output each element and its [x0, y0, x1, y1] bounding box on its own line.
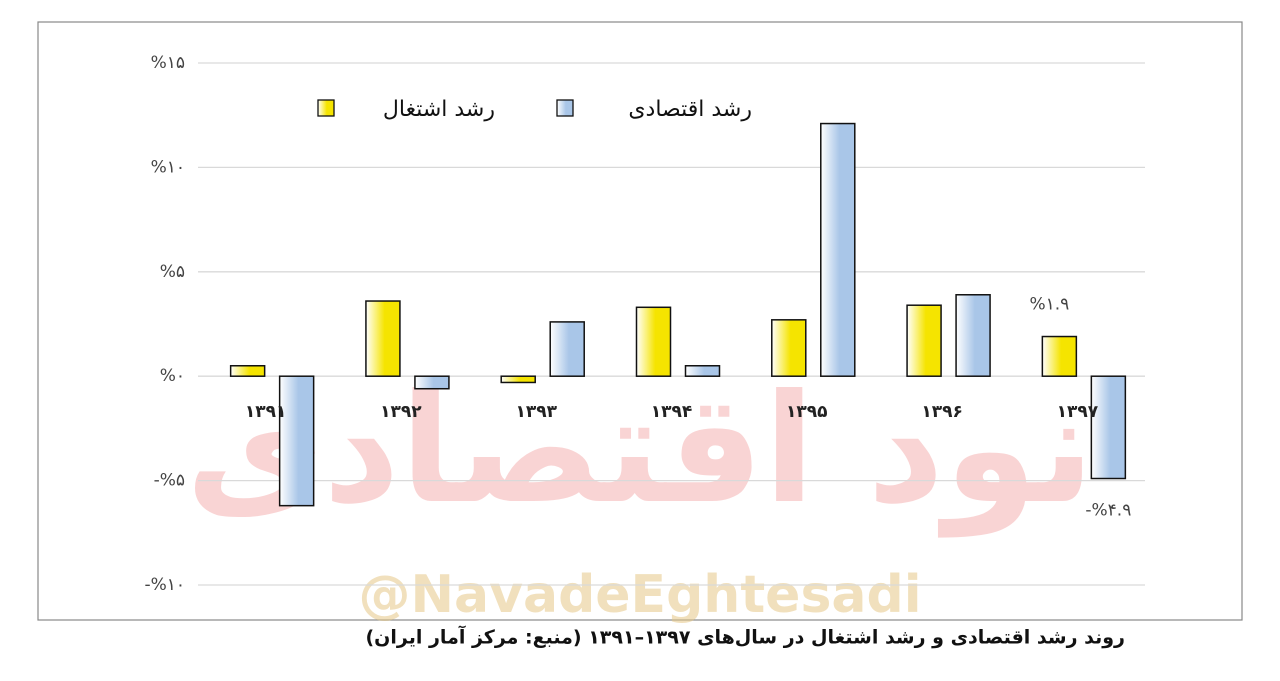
legend-label: رشد اقتصادی — [628, 97, 752, 122]
y-tick-label: %۰ — [160, 366, 185, 386]
y-tick-label: %۱۰ — [151, 157, 185, 177]
legend-swatch — [317, 99, 335, 117]
bar — [229, 365, 266, 377]
x-tick-label: ۱۳۹۶ — [921, 402, 963, 422]
bar — [278, 375, 315, 507]
bar — [771, 319, 807, 377]
bar — [635, 306, 672, 377]
x-tick-label: ۱۳۹۲ — [380, 402, 422, 422]
bar — [365, 300, 401, 377]
x-tick-label: ۱۳۹۷ — [1057, 402, 1099, 422]
value-label: -%۴.۹ — [1085, 501, 1131, 521]
handle-watermark: @NavadeEghtesadi — [358, 565, 921, 625]
y-tick-label: -%۱۰ — [144, 575, 185, 595]
y-tick-label: %۱۵ — [151, 53, 185, 73]
x-tick-label: ۱۳۹۳ — [515, 402, 557, 422]
y-tick-label: %۵ — [160, 262, 185, 282]
value-label: %۱.۹ — [1029, 295, 1069, 315]
x-tick-label: ۱۳۹۱ — [245, 402, 287, 422]
bar — [549, 321, 585, 377]
bar — [684, 365, 721, 377]
y-tick-label: -%۵ — [154, 471, 185, 491]
logo-watermark: نود اقتصادی — [185, 363, 1094, 538]
bar — [906, 304, 942, 377]
x-tick-label: ۱۳۹۵ — [786, 402, 828, 422]
legend-swatch — [556, 99, 574, 117]
bar — [1090, 375, 1127, 480]
bar — [500, 375, 536, 384]
bar — [414, 375, 450, 390]
bar — [1041, 335, 1078, 377]
bar — [820, 122, 856, 377]
bar — [955, 294, 991, 377]
caption: روند رشد اقتصادی و رشد اشتغال در سال‌های… — [366, 625, 1126, 649]
legend-label: رشد اشتغال — [383, 97, 495, 122]
x-tick-label: ۱۳۹۴ — [651, 402, 693, 422]
